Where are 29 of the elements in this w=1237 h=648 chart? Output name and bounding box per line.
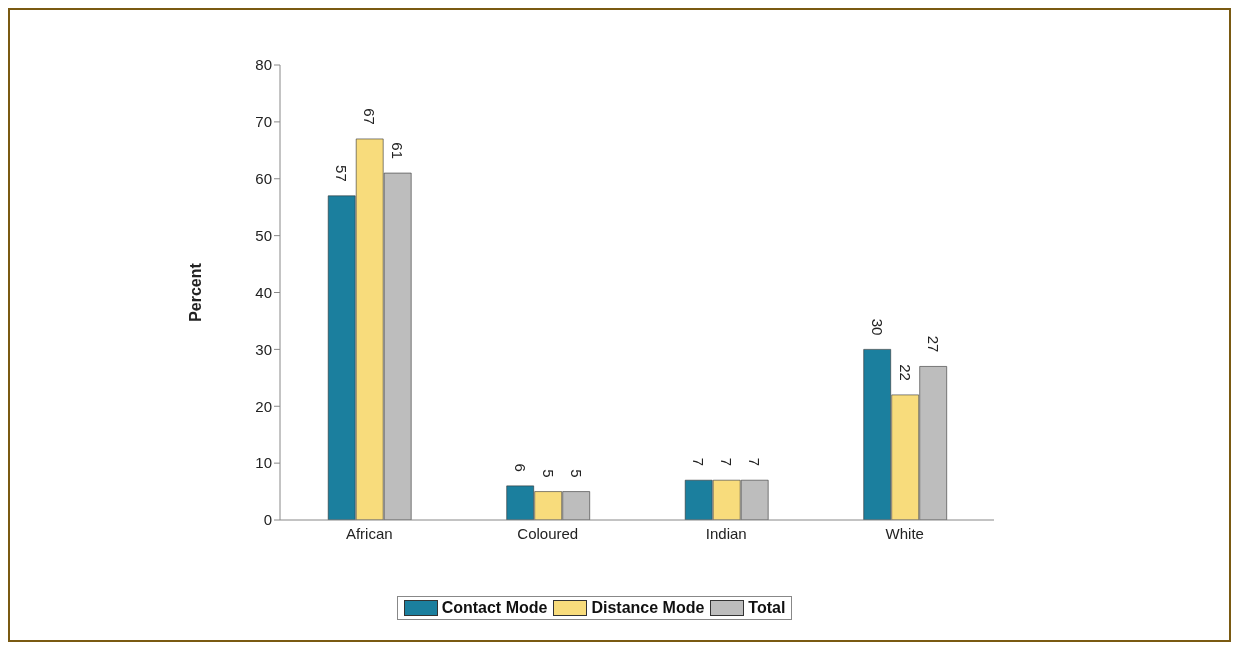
data-label: 6: [511, 463, 529, 472]
y-tick-label: 70: [255, 113, 272, 131]
data-label: 30: [868, 318, 886, 336]
data-label: 5: [567, 469, 585, 478]
y-tick-label: 0: [263, 511, 272, 529]
y-axis-title: Percent: [186, 262, 204, 322]
y-tick-label: 30: [255, 340, 272, 358]
data-label: 57: [333, 165, 351, 182]
data-label: 22: [896, 364, 914, 381]
y-tick-label: 10: [255, 454, 272, 472]
y-tick-label: 40: [255, 283, 272, 301]
data-label: 7: [690, 457, 708, 467]
data-label: 7: [746, 457, 764, 467]
legend-label: Total: [748, 599, 786, 617]
y-tick-label: 50: [255, 226, 272, 244]
data-label: 61: [389, 142, 407, 160]
x-tick-label: Coloured: [517, 524, 579, 542]
legend-label: Distance Mode: [591, 599, 705, 617]
data-label: 7: [718, 457, 736, 467]
y-tick-label: 60: [255, 170, 272, 188]
data-label: 27: [924, 335, 942, 353]
x-tick-label: Indian: [705, 524, 747, 542]
data-label: 67: [361, 108, 379, 125]
x-tick-label: African: [345, 524, 393, 542]
y-tick-label: 80: [255, 56, 272, 74]
legend-label: Contact Mode: [441, 599, 548, 617]
data-label: 5: [539, 469, 557, 478]
y-tick-label: 20: [255, 397, 272, 415]
x-tick-label: White: [885, 524, 924, 542]
